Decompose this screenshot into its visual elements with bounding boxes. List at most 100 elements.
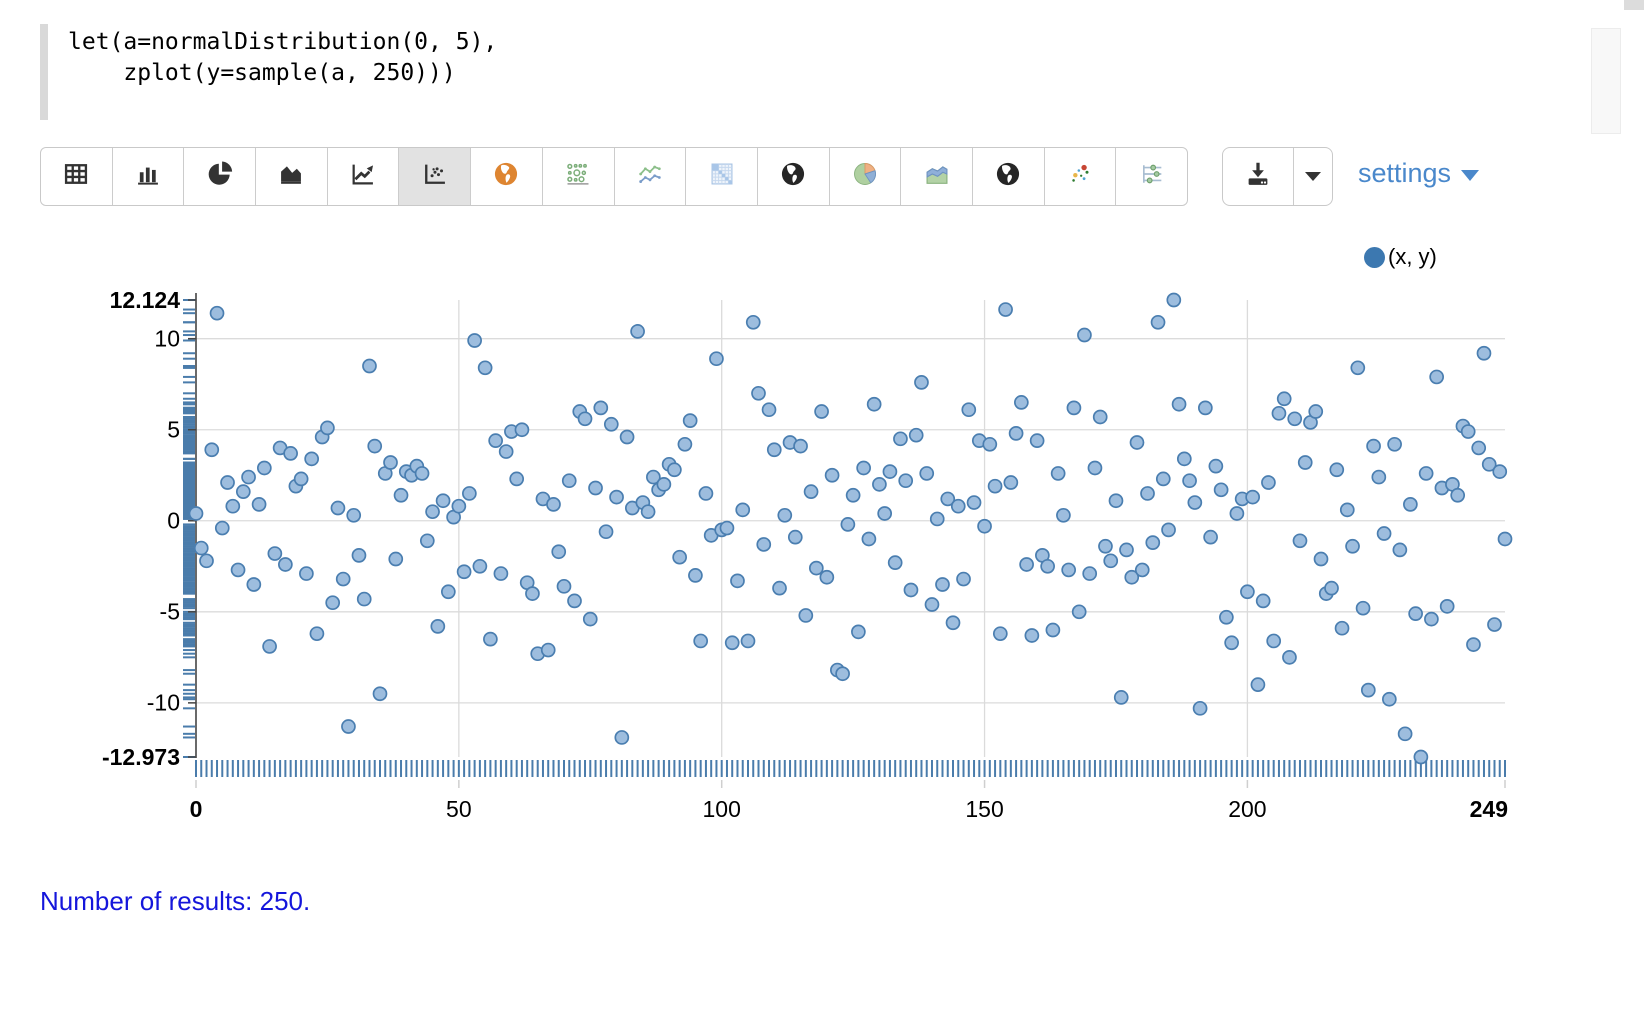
data-point[interactable] <box>1339 502 1355 518</box>
chart-type-button-area-colored[interactable] <box>901 148 973 205</box>
data-point[interactable] <box>1108 493 1124 509</box>
data-point[interactable] <box>1424 611 1439 627</box>
data-point[interactable] <box>440 584 456 600</box>
data-point[interactable] <box>1008 426 1024 441</box>
data-point[interactable] <box>929 511 945 527</box>
data-point[interactable] <box>393 487 409 503</box>
chart-type-button-table[interactable] <box>41 148 113 205</box>
data-point[interactable] <box>1229 506 1245 521</box>
data-point[interactable] <box>488 433 504 448</box>
data-point[interactable] <box>341 719 356 734</box>
code-line-1[interactable]: let(a=normalDistribution(0, 5), <box>68 29 498 55</box>
data-point[interactable] <box>1429 369 1445 385</box>
data-point[interactable] <box>840 517 856 532</box>
data-point[interactable] <box>777 507 793 523</box>
data-point[interactable] <box>472 558 488 574</box>
data-point[interactable] <box>1334 620 1350 636</box>
data-point[interactable] <box>966 495 982 510</box>
data-point[interactable] <box>646 469 661 485</box>
data-point[interactable] <box>677 436 693 452</box>
data-point[interactable] <box>756 537 772 552</box>
data-point[interactable] <box>214 520 230 536</box>
data-point[interactable] <box>1197 400 1213 416</box>
data-point[interactable] <box>1266 633 1282 649</box>
data-point[interactable] <box>593 400 609 416</box>
data-point[interactable] <box>1098 538 1113 554</box>
data-point[interactable] <box>814 404 829 419</box>
data-point[interactable] <box>1308 404 1324 419</box>
data-point[interactable] <box>1155 471 1171 487</box>
data-point[interactable] <box>1140 486 1155 501</box>
data-point[interactable] <box>1376 526 1392 541</box>
data-point[interactable] <box>1161 522 1176 538</box>
data-point[interactable] <box>1313 551 1329 567</box>
data-point[interactable] <box>188 506 204 521</box>
data-point[interactable] <box>1071 604 1087 620</box>
data-point[interactable] <box>950 498 966 514</box>
data-point[interactable] <box>498 444 514 459</box>
data-point[interactable] <box>1087 460 1103 476</box>
data-point[interactable] <box>546 497 561 512</box>
data-point[interactable] <box>362 358 377 374</box>
data-point[interactable] <box>866 396 882 412</box>
data-point[interactable] <box>1450 487 1466 503</box>
data-point[interactable] <box>199 553 214 569</box>
chart-type-button-map[interactable] <box>471 148 543 205</box>
data-point[interactable] <box>267 546 283 561</box>
data-point[interactable] <box>766 442 782 458</box>
data-point[interactable] <box>1397 726 1413 742</box>
data-point[interactable] <box>1077 327 1092 343</box>
data-point[interactable] <box>1014 395 1029 410</box>
data-point[interactable] <box>877 506 893 521</box>
data-point[interactable] <box>682 413 698 428</box>
data-point[interactable] <box>709 351 724 367</box>
data-point[interactable] <box>241 469 256 485</box>
data-point[interactable] <box>209 305 225 321</box>
data-point[interactable] <box>808 560 824 576</box>
data-point[interactable] <box>1213 482 1229 498</box>
data-point[interactable] <box>1297 455 1313 470</box>
data-point[interactable] <box>309 626 325 642</box>
data-point[interactable] <box>619 429 635 445</box>
data-point[interactable] <box>940 491 956 507</box>
download-button[interactable] <box>1223 148 1294 205</box>
data-point[interactable] <box>861 531 877 547</box>
data-point[interactable] <box>1040 558 1055 574</box>
data-point[interactable] <box>935 577 950 592</box>
data-point[interactable] <box>1261 475 1276 490</box>
data-point[interactable] <box>945 615 961 631</box>
data-point[interactable] <box>1024 628 1040 643</box>
data-point[interactable] <box>1103 553 1119 569</box>
data-point[interactable] <box>556 578 572 594</box>
data-point[interactable] <box>693 633 709 649</box>
data-point[interactable] <box>1466 637 1481 652</box>
data-point[interactable] <box>798 608 814 623</box>
code-line-2[interactable]: zplot(y=sample(a, 250))) <box>68 60 456 86</box>
data-point[interactable] <box>1345 538 1360 554</box>
data-point[interactable] <box>425 504 440 520</box>
data-point[interactable] <box>1329 462 1345 478</box>
data-point[interactable] <box>435 493 451 509</box>
data-point[interactable] <box>761 402 777 418</box>
data-point[interactable] <box>1129 435 1145 450</box>
data-point[interactable] <box>1182 473 1197 489</box>
data-point[interactable] <box>667 462 682 478</box>
chart-type-button-bubble[interactable] <box>542 148 615 205</box>
chart-type-button-line[interactable] <box>327 148 400 205</box>
data-point[interactable] <box>493 566 509 581</box>
data-point[interactable] <box>1219 609 1234 625</box>
data-point[interactable] <box>1492 464 1508 479</box>
data-point[interactable] <box>745 314 761 330</box>
data-point[interactable] <box>1355 600 1371 616</box>
data-point[interactable] <box>614 730 630 745</box>
data-point[interactable] <box>388 551 404 567</box>
data-point[interactable] <box>824 467 840 483</box>
data-point[interactable] <box>724 635 740 651</box>
data-point[interactable] <box>1019 557 1034 572</box>
data-point[interactable] <box>1255 593 1271 609</box>
data-point[interactable] <box>1471 440 1487 456</box>
data-point[interactable] <box>851 624 866 640</box>
data-point[interactable] <box>772 580 787 596</box>
data-point[interactable] <box>992 626 1008 642</box>
data-point[interactable] <box>330 500 346 516</box>
